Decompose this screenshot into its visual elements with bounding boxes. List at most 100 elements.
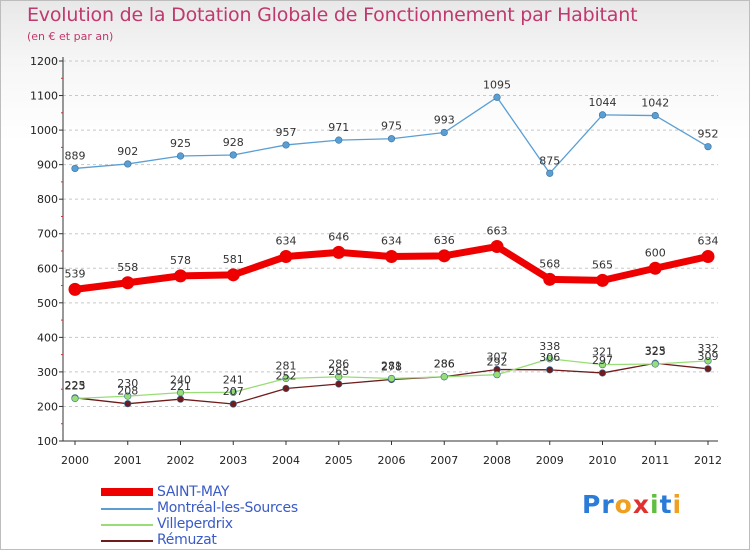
data-label-montreal-les-sources-2007: 993: [434, 114, 455, 127]
legend-label-villeperdrix: Villeperdrix: [157, 516, 233, 532]
x-tick-label-2006: 2006: [378, 454, 406, 467]
data-point-villeperdrix-2012: [704, 357, 712, 365]
data-point-saint-may-2003: [226, 268, 240, 282]
legend-label-remuzat: Rémuzat: [157, 532, 217, 548]
data-point-villeperdrix-2004: [282, 374, 290, 383]
y-tick-label-1100: 1100: [30, 90, 58, 103]
data-point-villeperdrix-2000: [71, 394, 79, 403]
data-label-montreal-les-sources-2009: 875: [539, 154, 560, 167]
data-label-remuzat-2011: 325: [645, 344, 666, 357]
data-label-villeperdrix-2012: 332: [698, 342, 719, 355]
data-label-saint-may-2002: 578: [170, 254, 191, 267]
data-label-saint-may-2004: 634: [276, 235, 297, 248]
data-point-remuzat-2002: [176, 395, 185, 403]
data-point-saint-may-2007: [437, 249, 451, 263]
data-point-villeperdrix-2009: [546, 355, 554, 363]
legend-label-montreal-les-sources: Montréal-les-Sources: [157, 500, 298, 516]
data-point-villeperdrix-2003: [229, 388, 237, 396]
data-point-villeperdrix-2001: [124, 392, 132, 400]
data-label-remuzat-2012: 309: [698, 350, 719, 363]
data-label-saint-may-2008: 663: [487, 225, 508, 238]
data-label-villeperdrix-2003: 241: [223, 373, 244, 386]
data-label-montreal-les-sources-2011: 1042: [641, 97, 669, 110]
grid-lines: [63, 60, 718, 407]
y-tick-label-300: 300: [37, 366, 58, 379]
data-point-remuzat-2001: [124, 400, 132, 408]
data-label-villeperdrix-2000: 223: [65, 380, 86, 393]
logo-letter: o: [614, 490, 633, 519]
legend-item-montreal-les-sources: Montréal-les-Sources: [101, 500, 361, 517]
data-label-villeperdrix-2009: 338: [539, 340, 560, 353]
data-point-remuzat-2012: [704, 365, 712, 373]
data-point-montreal-les-sources-2010: [598, 111, 607, 119]
y-tick-label-900: 900: [37, 159, 58, 172]
data-point-remuzat-2003: [229, 400, 237, 408]
data-label-montreal-les-sources-2001: 902: [117, 145, 138, 158]
data-point-villeperdrix-2010: [598, 361, 607, 369]
data-point-remuzat-2009: [546, 366, 554, 374]
data-point-saint-may-2001: [121, 276, 135, 290]
data-point-montreal-les-sources-2006: [387, 135, 396, 143]
data-label-remuzat-2004: 252: [276, 369, 297, 382]
x-tick-label-2005: 2005: [325, 454, 353, 467]
data-label-montreal-les-sources-2008: 1095: [483, 78, 511, 91]
legend-swatch-villeperdrix: [101, 524, 153, 526]
x-tick-label-2003: 2003: [219, 454, 247, 467]
data-point-montreal-les-sources-2012: [704, 143, 712, 151]
data-label-montreal-les-sources-2000: 889: [65, 149, 86, 162]
data-point-saint-may-2008: [490, 240, 504, 254]
y-tick-label-700: 700: [37, 228, 58, 241]
data-label-villeperdrix-2008: 292: [487, 356, 508, 369]
data-point-saint-may-2009: [543, 272, 557, 286]
x-tick-label-2004: 2004: [272, 454, 300, 467]
data-point-villeperdrix-2008: [493, 371, 501, 379]
data-label-remuzat-2001: 208: [117, 385, 138, 398]
data-label-saint-may-2011: 600: [645, 246, 666, 259]
y-tick-label-800: 800: [37, 193, 58, 206]
x-tick-label-2011: 2011: [641, 454, 669, 467]
data-label-montreal-les-sources-2004: 957: [276, 126, 297, 139]
data-point-remuzat-2010: [598, 369, 607, 377]
data-label-villeperdrix-2005: 286: [328, 358, 349, 371]
data-point-remuzat-2004: [282, 384, 290, 393]
logo-letter: r: [601, 490, 615, 519]
legend-swatch-remuzat: [101, 540, 153, 542]
data-label-villeperdrix-2004: 281: [276, 359, 297, 372]
x-tick-label-2007: 2007: [430, 454, 458, 467]
data-point-montreal-les-sources-2003: [229, 151, 237, 159]
data-label-villeperdrix-2006: 281: [381, 359, 402, 372]
data-point-montreal-les-sources-2004: [282, 141, 290, 149]
data-point-saint-may-2000: [68, 282, 82, 296]
data-label-remuzat-2007: 286: [434, 358, 455, 371]
data-label-montreal-les-sources-2005: 971: [328, 121, 349, 134]
data-point-saint-may-2005: [332, 245, 346, 259]
legend-item-saint-may: SAINT-MAY: [101, 484, 361, 501]
axes: [62, 57, 718, 442]
data-label-saint-may-2010: 565: [592, 258, 613, 271]
data-label-saint-may-2001: 558: [117, 261, 138, 274]
y-axis-ticks: 100 200 300 400 500 600 700 800 900 1000 1100 1200: [30, 55, 63, 448]
x-tick-label-2008: 2008: [483, 454, 511, 467]
chart-subtitle: (en € et par an): [27, 30, 114, 43]
data-point-montreal-les-sources-2001: [124, 160, 132, 168]
y-tick-label-400: 400: [37, 331, 58, 344]
data-label-remuzat-2000: 225: [65, 379, 86, 392]
x-axis-ticks: 2000 2001 2002 2003 2004 2005 2006 2007 2008 2009…: [61, 441, 722, 467]
data-labels: 225 208 221 207 252 265 278 286 307 306 297 325 309 2…: [65, 78, 719, 398]
y-tick-label-500: 500: [37, 297, 58, 310]
data-label-remuzat-2009: 306: [539, 351, 560, 364]
logo-letter: P: [582, 490, 602, 519]
legend-item-remuzat: Rémuzat: [101, 532, 361, 549]
y-tick-label-100: 100: [37, 435, 58, 448]
data-label-saint-may-2000: 539: [65, 267, 86, 280]
data-label-montreal-les-sources-2010: 1044: [589, 96, 617, 109]
data-label-remuzat-2010: 297: [592, 354, 613, 367]
data-label-montreal-les-sources-2012: 952: [698, 128, 719, 141]
data-point-montreal-les-sources-2005: [335, 136, 343, 144]
data-point-remuzat-2005: [335, 380, 343, 388]
y-tick-label-200: 200: [37, 400, 58, 413]
chart-title: Evolution de la Dotation Globale de Fonc…: [27, 4, 638, 26]
x-tick-label-2000: 2000: [61, 454, 89, 467]
data-point-montreal-les-sources-2009: [546, 169, 554, 177]
